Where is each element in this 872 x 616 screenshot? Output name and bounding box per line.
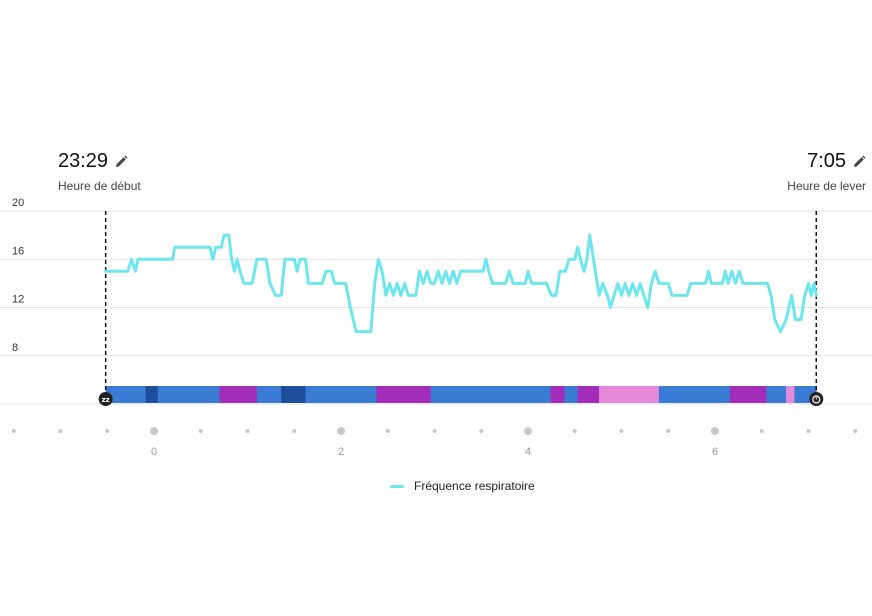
legend[interactable]: Fréquence respiratoire xyxy=(390,479,535,493)
stage-segment-rem xyxy=(729,386,767,403)
x-minor-tick-dot xyxy=(198,429,203,433)
stage-segment-deep xyxy=(145,386,159,403)
x-major-tick-dot xyxy=(150,427,158,435)
x-minor-tick-dot xyxy=(666,429,671,433)
x-minor-tick-dot xyxy=(619,429,624,433)
pencil-icon[interactable] xyxy=(852,155,866,169)
end-time-block: 7:05 Heure de lever xyxy=(787,150,866,193)
legend-label-respiration: Fréquence respiratoire xyxy=(414,479,535,493)
time-markers: zz xyxy=(98,211,824,406)
stage-segment-light xyxy=(256,386,282,403)
x-tick-label: 6 xyxy=(712,446,718,458)
x-major-tick-dot xyxy=(337,427,345,435)
y-tick-label: 8 xyxy=(12,342,18,354)
end-time-label: Heure de lever xyxy=(787,179,866,193)
stage-segment-light xyxy=(658,386,731,403)
x-tick-label: 4 xyxy=(525,446,531,458)
x-minor-tick-dot xyxy=(58,429,63,433)
series-line-respiration xyxy=(104,233,818,334)
start-time-label: Heure de début xyxy=(58,179,141,193)
x-minor-tick-dot xyxy=(292,429,297,433)
stage-segment-light xyxy=(157,386,220,403)
stage-segment-rem xyxy=(376,386,432,403)
start-time-value: 23:29 xyxy=(58,150,109,172)
sleep-icon-glyph: zz xyxy=(102,396,110,404)
series-layer xyxy=(104,233,818,334)
alarm-icon-face xyxy=(812,395,821,404)
y-tick-labels: 20 16 12 8 xyxy=(12,197,24,354)
x-axis: 0 2 4 6 xyxy=(11,427,858,458)
stage-segment-light xyxy=(766,386,787,403)
stage-segment-rem xyxy=(550,386,565,403)
end-time-value: 7:05 xyxy=(807,150,846,172)
x-minor-tick-dot xyxy=(853,429,858,433)
stage-segment-awake xyxy=(786,386,795,403)
stage-segment-light xyxy=(305,386,378,403)
end-time-row: 7:05 xyxy=(787,150,866,173)
x-major-tick-dot xyxy=(524,427,532,435)
x-tick-label: 2 xyxy=(338,446,344,458)
alarm-clock-icon xyxy=(809,392,824,406)
grid-layer xyxy=(0,210,872,405)
x-minor-tick-dot xyxy=(11,429,16,433)
sleep-icon-circle xyxy=(98,392,113,406)
y-tick-label: 12 xyxy=(12,294,24,306)
y-tick-label: 20 xyxy=(12,197,24,209)
x-minor-tick-dot xyxy=(806,429,811,433)
sleep-stage-bar xyxy=(105,386,817,403)
x-tick-label: 0 xyxy=(151,446,157,458)
x-minor-tick-dot xyxy=(245,429,250,433)
stage-segment-light xyxy=(105,386,147,403)
stage-segment-rem xyxy=(577,386,600,403)
stage-segment-deep xyxy=(281,386,306,403)
x-minor-tick-dot xyxy=(572,429,577,433)
x-minor-tick-dot xyxy=(479,429,484,433)
sleep-zzz-icon: zz xyxy=(98,392,113,406)
y-tick-label: 16 xyxy=(12,245,24,257)
start-time-row: 23:29 xyxy=(58,150,141,173)
stage-segment-light xyxy=(564,386,579,403)
pencil-icon[interactable] xyxy=(114,155,128,169)
start-time-block: 23:29 Heure de début xyxy=(58,150,141,193)
x-minor-tick-dot xyxy=(759,429,764,433)
stage-segment-light xyxy=(430,386,551,403)
legend-swatch-respiration xyxy=(390,484,404,488)
x-major-tick-dot xyxy=(711,427,719,435)
stage-segment-awake xyxy=(599,386,660,403)
x-minor-tick-dot xyxy=(105,429,110,433)
x-minor-tick-dot xyxy=(385,429,390,433)
x-minor-tick-dot xyxy=(432,429,437,433)
stage-segment-rem xyxy=(219,386,258,403)
